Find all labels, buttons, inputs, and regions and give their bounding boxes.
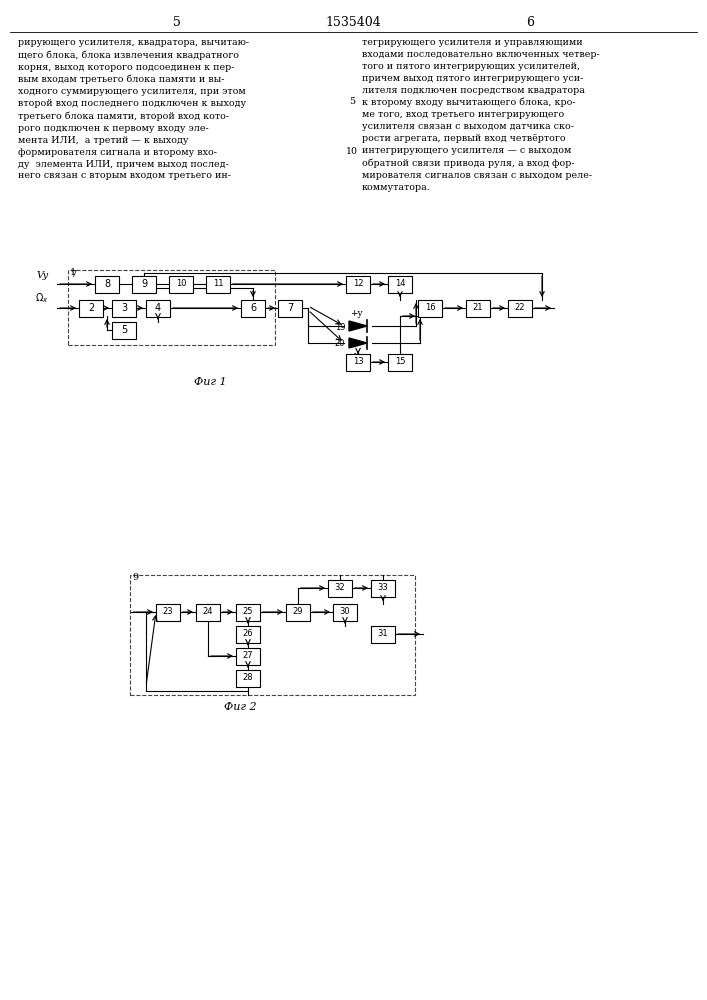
Bar (156, 603, 180, 620)
Text: 31: 31 (378, 630, 388, 639)
Text: $\Omega_x$: $\Omega_x$ (35, 291, 49, 305)
Text: 24: 24 (203, 607, 214, 616)
Bar (206, 275, 230, 292)
Bar (371, 626, 395, 643)
Text: 9: 9 (132, 573, 138, 582)
Text: 21: 21 (473, 304, 484, 312)
Text: 15: 15 (395, 358, 405, 366)
Bar (68, 270, 275, 345)
Text: 1: 1 (70, 268, 76, 277)
Text: 10: 10 (346, 146, 358, 155)
Text: 7: 7 (287, 303, 293, 313)
Text: 3: 3 (121, 303, 127, 313)
Bar (236, 603, 260, 620)
Text: 29: 29 (293, 607, 303, 616)
Text: -y: -y (352, 351, 360, 360)
Text: 12: 12 (353, 279, 363, 288)
Bar (236, 670, 260, 686)
Text: Фиг 2: Фиг 2 (223, 702, 257, 712)
Text: 19: 19 (334, 322, 345, 332)
Bar (241, 300, 265, 316)
Text: 28: 28 (243, 674, 253, 682)
Text: 1535404: 1535404 (325, 15, 381, 28)
Bar (79, 300, 103, 316)
Bar (466, 300, 490, 316)
Text: 32: 32 (334, 584, 345, 592)
Text: 6: 6 (526, 15, 534, 28)
Bar (333, 603, 357, 620)
Bar (508, 300, 532, 316)
Bar (388, 354, 412, 370)
Bar (346, 354, 370, 370)
Bar (132, 275, 156, 292)
Text: 6: 6 (250, 303, 256, 313)
Bar (371, 580, 395, 596)
Text: 26: 26 (243, 630, 253, 639)
Text: 5: 5 (121, 325, 127, 335)
Bar (112, 322, 136, 338)
Text: 5: 5 (349, 98, 355, 106)
Text: 25: 25 (243, 607, 253, 616)
Bar (146, 300, 170, 316)
Bar (328, 580, 352, 596)
Text: 9: 9 (141, 279, 147, 289)
Bar (346, 275, 370, 292)
Text: 27: 27 (243, 652, 253, 660)
Text: Vy: Vy (37, 271, 49, 280)
Text: +y: +y (350, 309, 362, 318)
Polygon shape (349, 321, 367, 331)
Text: Фиг 1: Фиг 1 (194, 377, 226, 387)
Text: 5: 5 (173, 15, 181, 28)
Bar (112, 300, 136, 316)
Text: 7: 7 (70, 270, 76, 279)
Bar (418, 300, 442, 316)
Text: 20: 20 (334, 340, 345, 349)
Text: 14: 14 (395, 279, 405, 288)
Text: 30: 30 (339, 607, 350, 616)
Bar (388, 275, 412, 292)
Text: тегрирующего усилителя и управляющими
входами последовательно включенных четвер-: тегрирующего усилителя и управляющими вх… (362, 38, 600, 192)
Text: рирующего усилителя, квадратора, вычитаю-
щего блока, блока извлечения квадратно: рирующего усилителя, квадратора, вычитаю… (18, 38, 249, 180)
Bar (196, 603, 220, 620)
Text: 10: 10 (176, 279, 186, 288)
Text: 23: 23 (163, 607, 173, 616)
Bar (169, 275, 193, 292)
Text: 33: 33 (378, 584, 388, 592)
Text: 16: 16 (425, 304, 436, 312)
Bar (236, 626, 260, 643)
Polygon shape (349, 338, 367, 348)
Text: 11: 11 (213, 279, 223, 288)
Bar (95, 275, 119, 292)
Bar (286, 603, 310, 620)
Text: 4: 4 (155, 303, 161, 313)
Text: 8: 8 (104, 279, 110, 289)
Text: 13: 13 (353, 358, 363, 366)
Bar (130, 575, 415, 695)
Text: 22: 22 (515, 304, 525, 312)
Bar (278, 300, 302, 316)
Text: 2: 2 (88, 303, 94, 313)
Bar (236, 648, 260, 664)
